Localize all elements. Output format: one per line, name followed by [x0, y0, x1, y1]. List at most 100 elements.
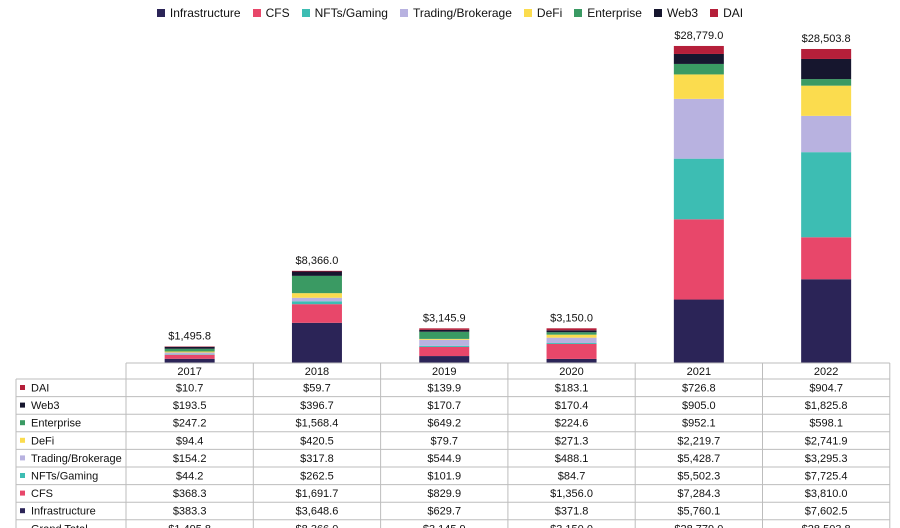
bar-segment-cfs-2021 — [673, 219, 724, 300]
total-label-2019: $3,145.9 — [423, 312, 466, 324]
table-cell-enterprise-2022: $598.1 — [809, 418, 843, 430]
bar-segment-cfs-2019 — [419, 346, 470, 357]
table-legend-key-web3 — [20, 402, 25, 408]
legend-swatch — [301, 9, 310, 17]
table-legend-key-dai — [20, 385, 25, 390]
bar-segment-defi-2017 — [164, 351, 215, 353]
table-cell-dai-2021: $726.8 — [682, 383, 716, 395]
legend-swatch — [710, 9, 719, 17]
x-tick-label-2021: 2021 — [687, 366, 711, 378]
legend-label: DAI — [723, 6, 744, 20]
legend-label: Enterprise — [587, 6, 642, 20]
bar-segment-trading-brokerage-2020 — [546, 337, 597, 344]
bar-segment-trading-brokerage-2021 — [673, 98, 724, 159]
table-cell-defi-2021: $2,219.7 — [677, 435, 720, 447]
table-cell-web3-2017: $193.5 — [173, 400, 207, 412]
bar-segment-infrastructure-2017 — [164, 358, 215, 363]
table-cell-web3-2022: $1,825.8 — [805, 400, 848, 412]
table-cell-nfts-gaming-2018: $262.5 — [300, 471, 334, 483]
table-cell-defi-2017: $94.4 — [176, 435, 204, 447]
legend-label: Web3 — [666, 6, 699, 20]
bar-segment-defi-2019 — [419, 338, 470, 340]
bar-segment-trading-brokerage-2019 — [419, 339, 470, 346]
table-cell-web3-2018: $396.7 — [300, 400, 334, 412]
total-label-2018: $8,366.0 — [296, 255, 339, 267]
legend-item-enterprise: Enterprise — [574, 6, 642, 20]
bar-segment-dai-2022 — [801, 48, 852, 59]
table-cell-dai-2020: $183.1 — [555, 383, 589, 395]
bar-segment-defi-2022 — [801, 85, 852, 116]
bar-segment-cfs-2017 — [164, 354, 215, 359]
bar-segment-dai-2019 — [419, 328, 470, 330]
legend-swatch — [252, 9, 261, 17]
table-cell-defi-2020: $271.3 — [555, 435, 589, 447]
bar-segment-infrastructure-2021 — [673, 299, 724, 363]
table-cell-cfs-2020: $1,356.0 — [550, 488, 593, 500]
table-cell-web3-2019: $170.7 — [427, 400, 461, 412]
table-cell-defi-2018: $420.5 — [300, 435, 334, 447]
table-cell-dai-2019: $139.9 — [427, 383, 461, 395]
table-cell-grand-total-2022: $28,503.8 — [802, 523, 851, 528]
bar-segment-defi-2020 — [546, 334, 597, 338]
table-cell-infrastructure-2021: $5,760.1 — [677, 506, 720, 518]
bar-segment-dai-2018 — [291, 270, 342, 272]
bar-segment-nfts-gaming-2018 — [291, 301, 342, 305]
table-cell-grand-total-2018: $8,366.0 — [296, 523, 339, 528]
table-cell-infrastructure-2018: $3,648.6 — [296, 506, 339, 518]
legend-item-nfts-gaming: NFTs/Gaming — [301, 6, 388, 20]
table-cell-defi-2019: $79.7 — [430, 435, 458, 447]
bar-segment-cfs-2020 — [546, 343, 597, 359]
total-label-2020: $3,150.0 — [550, 312, 593, 324]
bar-segment-nfts-gaming-2022 — [801, 152, 852, 238]
table-cell-dai-2017: $10.7 — [176, 383, 204, 395]
table-row-label-nfts-gaming: NFTs/Gaming — [31, 471, 98, 483]
table-cell-nfts-gaming-2022: $7,725.4 — [805, 471, 848, 483]
table-row-label-web3: Web3 — [31, 400, 60, 412]
table-cell-trading-brokerage-2018: $317.8 — [300, 453, 334, 465]
table-cell-enterprise-2019: $649.2 — [427, 418, 461, 430]
legend-swatch — [523, 9, 532, 17]
total-label-2021: $28,779.0 — [674, 30, 723, 42]
table-cell-nfts-gaming-2021: $5,502.3 — [677, 471, 720, 483]
legend-label: DeFi — [536, 6, 563, 20]
bar-segment-defi-2021 — [673, 74, 724, 99]
legend-label: NFTs/Gaming — [314, 6, 388, 20]
bar-segment-nfts-gaming-2020 — [546, 343, 597, 344]
table-row-label-cfs: CFS — [31, 488, 53, 500]
table-legend-key-cfs — [20, 490, 25, 496]
table-cell-grand-total-2017: $1,495.8 — [168, 523, 211, 528]
table-legend-key-infrastructure — [20, 508, 25, 514]
table-cell-infrastructure-2019: $629.7 — [427, 506, 461, 518]
legend-item-defi: DeFi — [523, 6, 563, 20]
bar-segment-web3-2022 — [801, 58, 852, 80]
table-cell-enterprise-2017: $247.2 — [173, 418, 207, 430]
table-row-label-grand-total: Grand Total — [31, 523, 88, 528]
bar-segment-enterprise-2022 — [801, 79, 852, 86]
bar-segment-nfts-gaming-2021 — [673, 158, 724, 220]
table-row-label-trading-brokerage: Trading/Brokerage — [31, 453, 122, 465]
table-cell-cfs-2019: $829.9 — [427, 488, 461, 500]
bar-segment-infrastructure-2020 — [546, 358, 597, 363]
x-tick-label-2022: 2022 — [814, 366, 838, 378]
table-cell-trading-brokerage-2017: $154.2 — [173, 453, 207, 465]
bar-segment-web3-2018 — [291, 271, 342, 276]
table-row-label-dai: DAI — [31, 383, 49, 395]
x-tick-label-2019: 2019 — [432, 366, 456, 378]
bar-segment-enterprise-2020 — [546, 332, 597, 335]
bar-segment-web3-2021 — [673, 53, 724, 64]
bar-segment-enterprise-2021 — [673, 63, 724, 75]
table-cell-enterprise-2021: $952.1 — [682, 418, 716, 430]
table-cell-grand-total-2021: $28,779.0 — [674, 523, 723, 528]
table-cell-trading-brokerage-2022: $3,295.3 — [805, 453, 848, 465]
table-cell-dai-2018: $59.7 — [303, 383, 331, 395]
table-cell-nfts-gaming-2020: $84.7 — [558, 471, 586, 483]
bar-segment-trading-brokerage-2018 — [291, 297, 342, 302]
bar-segment-infrastructure-2018 — [291, 322, 342, 363]
x-tick-label-2017: 2017 — [177, 366, 201, 378]
bar-segment-trading-brokerage-2022 — [801, 115, 852, 153]
table-cell-infrastructure-2022: $7,602.5 — [805, 506, 848, 518]
legend-item-infrastructure: Infrastructure — [156, 6, 241, 20]
table-legend-key-enterprise — [20, 420, 25, 426]
bar-segment-enterprise-2017 — [164, 348, 215, 352]
